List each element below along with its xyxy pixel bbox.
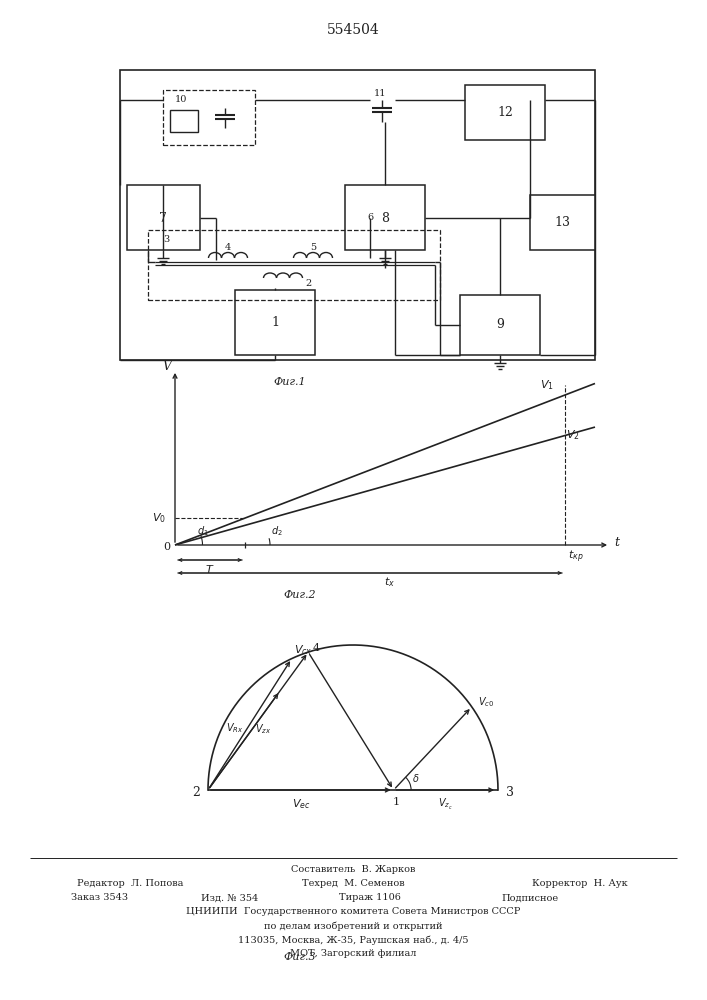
Text: Тираж 1106: Тираж 1106 xyxy=(339,894,401,902)
Text: V: V xyxy=(163,360,172,373)
Bar xyxy=(235,290,315,355)
Text: 3: 3 xyxy=(163,235,169,244)
Text: $V_{cx}$: $V_{cx}$ xyxy=(294,644,313,657)
Text: 554504: 554504 xyxy=(327,23,380,37)
Text: $V_{Rx}$: $V_{Rx}$ xyxy=(226,721,244,735)
Text: 4: 4 xyxy=(225,243,231,252)
Bar xyxy=(345,185,425,250)
Text: $t_x$: $t_x$ xyxy=(385,575,395,589)
Text: 4: 4 xyxy=(312,643,320,653)
Text: по делам изобретений и открытий: по делам изобретений и открытий xyxy=(264,921,443,931)
Text: 113035, Москва, Ж-35, Раушская наб., д. 4/5: 113035, Москва, Ж-35, Раушская наб., д. … xyxy=(238,935,468,945)
Text: 3: 3 xyxy=(506,786,514,798)
Text: $\delta$: $\delta$ xyxy=(412,772,419,784)
Text: 6: 6 xyxy=(367,214,373,223)
Text: t: t xyxy=(614,536,619,548)
Bar xyxy=(148,230,440,300)
Text: Заказ 3543: Заказ 3543 xyxy=(71,894,129,902)
Text: 1: 1 xyxy=(271,316,279,328)
Text: 11: 11 xyxy=(374,89,386,98)
Text: $d_2$: $d_2$ xyxy=(271,524,283,538)
Text: Подписное: Подписное xyxy=(501,894,559,902)
Text: 2: 2 xyxy=(192,786,200,798)
Text: 5: 5 xyxy=(310,243,316,252)
Text: 12: 12 xyxy=(497,106,513,119)
Text: 9: 9 xyxy=(496,318,504,332)
Text: Фиг.1: Фиг.1 xyxy=(274,377,306,387)
Text: 0: 0 xyxy=(163,542,170,552)
Bar xyxy=(163,90,255,145)
Text: Редактор  Л. Попова: Редактор Л. Попова xyxy=(77,880,183,888)
Text: $V_{zx}$: $V_{zx}$ xyxy=(255,722,271,736)
Text: Фиг.2: Фиг.2 xyxy=(284,590,316,600)
Text: Корректор  Н. Аук: Корректор Н. Аук xyxy=(532,880,628,888)
Text: 1: 1 xyxy=(393,797,400,807)
Text: Фиг.3: Фиг.3 xyxy=(284,952,316,962)
Text: $V_0$: $V_0$ xyxy=(152,511,166,525)
Text: Техред  М. Семенов: Техред М. Семенов xyxy=(302,880,404,888)
Text: 2: 2 xyxy=(305,278,311,288)
Text: ЦНИИПИ  Государственного комитета Совета Министров СССР: ЦНИИПИ Государственного комитета Совета … xyxy=(186,908,520,916)
Bar xyxy=(460,295,540,355)
Text: $T$: $T$ xyxy=(205,563,215,575)
Text: $d_1$: $d_1$ xyxy=(197,524,209,538)
Bar xyxy=(127,185,200,250)
Text: Составитель  В. Жарков: Составитель В. Жарков xyxy=(291,865,415,874)
Bar xyxy=(530,195,595,250)
Bar xyxy=(465,85,545,140)
Text: 7: 7 xyxy=(159,212,167,225)
Text: $t_{кр}$: $t_{кр}$ xyxy=(568,549,583,565)
Text: МОТ, Загорский филиал: МОТ, Загорский филиал xyxy=(290,950,416,958)
Text: 8: 8 xyxy=(381,212,389,225)
Bar xyxy=(120,70,595,360)
Text: 10: 10 xyxy=(175,96,187,104)
Text: Изд. № 354: Изд. № 354 xyxy=(201,894,259,902)
Text: $V_{z_c}$: $V_{z_c}$ xyxy=(438,796,453,812)
Text: $V_1$: $V_1$ xyxy=(540,378,554,392)
Text: $V_{c0}$: $V_{c0}$ xyxy=(478,695,494,709)
Bar xyxy=(170,110,198,132)
Text: 13: 13 xyxy=(554,217,570,230)
Text: $V_2$: $V_2$ xyxy=(566,429,580,442)
Text: $V_{ec}$: $V_{ec}$ xyxy=(291,797,310,811)
